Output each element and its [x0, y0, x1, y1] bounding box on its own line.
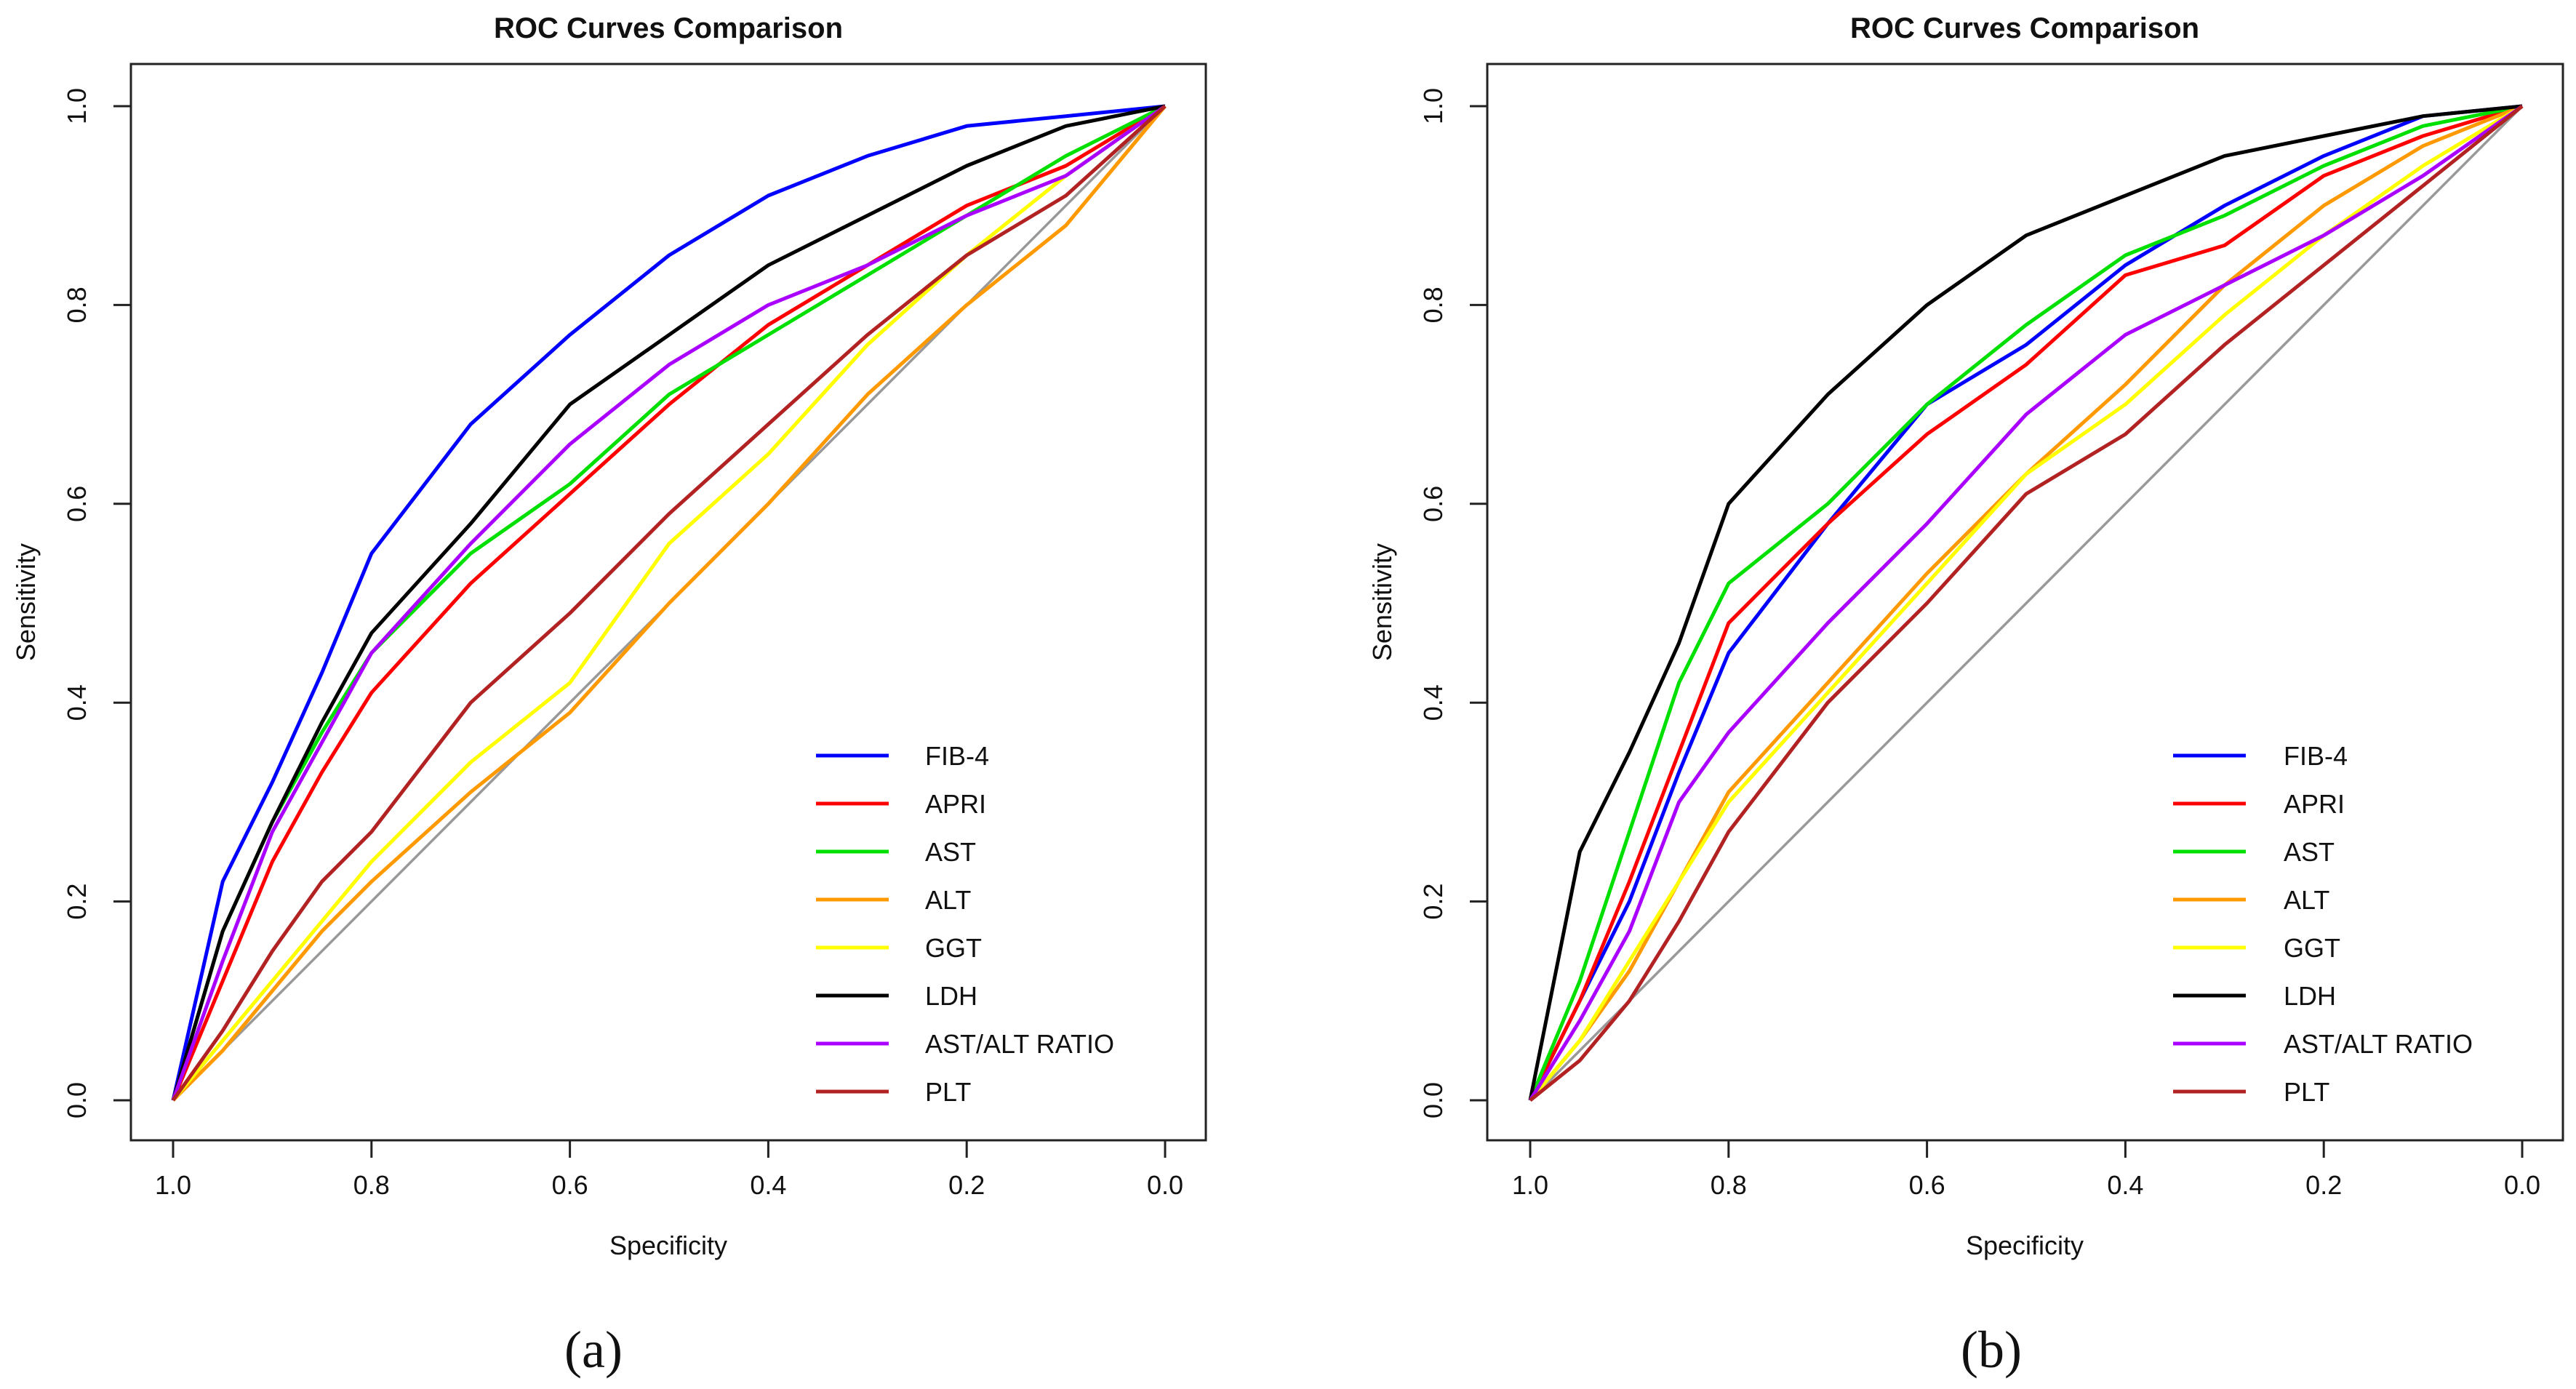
legend-label: APRI — [2284, 789, 2345, 819]
x-tick-label: 0.4 — [2107, 1170, 2143, 1200]
y-tick-label: 0.8 — [62, 287, 92, 323]
y-tick-label: 0.0 — [62, 1082, 92, 1118]
x-tick-label: 0.0 — [2504, 1170, 2540, 1200]
x-tick-label: 0.4 — [750, 1170, 786, 1200]
roc-curve-fib-4 — [171, 104, 1166, 1101]
plot-frame — [1486, 63, 2564, 1142]
roc-panel-b: 1.0 0.8 0.6 0.4 0.2 0.0 0.0 0.2 0.4 0.6 0.8 1.0 ROC … — [1367, 12, 2564, 1379]
y-tick-label: 0.4 — [62, 684, 92, 721]
legend-label: ALT — [2284, 885, 2329, 915]
chart-title: ROC Curves Comparison — [494, 12, 843, 44]
roc-curve-apri — [1528, 104, 2523, 1102]
x-tick-label: 1.0 — [155, 1170, 191, 1200]
x-tick-label: 0.8 — [1711, 1170, 1747, 1200]
roc-curve-plt — [1529, 105, 2524, 1102]
plot-frame — [129, 63, 1207, 1142]
y-axis-label: Sensitivity — [1367, 543, 1397, 661]
roc-curve-ast-alt-ratio — [171, 104, 1167, 1101]
y-tick-label: 1.0 — [1418, 88, 1448, 124]
y-tick-label: 0.6 — [62, 486, 92, 522]
legend-label: AST/ALT RATIO — [925, 1029, 1114, 1059]
y-tick-label: 0.4 — [1418, 684, 1448, 721]
legend-label: PLT — [925, 1077, 971, 1107]
y-tick-label: 0.2 — [1418, 884, 1448, 920]
x-tick-label: 0.2 — [948, 1170, 985, 1200]
x-tick-label: 0.8 — [353, 1170, 390, 1200]
x-tick-label: 1.0 — [1512, 1170, 1548, 1200]
legend-label: LDH — [925, 981, 977, 1011]
roc-curve-apri — [171, 104, 1167, 1101]
x-tick-label: 0.6 — [552, 1170, 588, 1200]
legend-label: AST/ALT RATIO — [2284, 1029, 2473, 1059]
roc-curve-ldh — [171, 104, 1166, 1101]
x-tick-label: 0.6 — [1909, 1170, 1945, 1200]
legend-label: FIB-4 — [925, 741, 989, 771]
roc-curve-ast — [1528, 104, 2523, 1101]
x-tick-label: 0.2 — [2305, 1170, 2342, 1200]
roc-curve-alt — [1529, 104, 2523, 1102]
roc-curve-plt — [171, 105, 1167, 1102]
legend-label: PLT — [2284, 1077, 2329, 1107]
roc-curve-alt — [172, 105, 1167, 1102]
legend-label: GGT — [925, 933, 982, 963]
legend-label: GGT — [2284, 933, 2340, 963]
legend-label: APRI — [925, 789, 986, 819]
roc-curve-ast-alt-ratio — [1528, 104, 2524, 1102]
legend-label: AST — [925, 837, 976, 867]
chance-diagonal-line — [1529, 105, 2524, 1102]
legend-label: ALT — [925, 885, 971, 915]
legend-label: AST — [2284, 837, 2335, 867]
y-tick-label: 1.0 — [62, 88, 92, 124]
roc-panel-a: 1.0 0.8 0.6 0.4 0.2 0.0 0.0 0.2 0.4 0.6 0.8 1.0 ROC … — [11, 12, 1207, 1379]
x-axis-label: Specificity — [1966, 1230, 2084, 1260]
roc-curve-ldh — [1528, 104, 2523, 1101]
y-tick-label: 0.0 — [1418, 1082, 1448, 1118]
x-tick-label: 0.0 — [1147, 1170, 1183, 1200]
panel-label: (a) — [564, 1321, 623, 1379]
x-axis-label: Specificity — [609, 1230, 727, 1260]
legend-label: LDH — [2284, 981, 2336, 1011]
chart-title: ROC Curves Comparison — [1850, 12, 2199, 44]
y-axis-label: Sensitivity — [11, 543, 41, 661]
panel-label: (b) — [1961, 1321, 2022, 1379]
legend-label: FIB-4 — [2284, 741, 2348, 771]
legend: FIB-4 APRI AST ALT GGT LDH AST/ALT RATIO PLT — [2173, 741, 2473, 1107]
y-tick-label: 0.2 — [62, 884, 92, 920]
legend: FIB-4 APRI AST ALT GGT LDH AST/ALT RATIO PLT — [816, 741, 1114, 1107]
y-tick-label: 0.8 — [1418, 287, 1448, 323]
y-tick-label: 0.6 — [1418, 486, 1448, 522]
